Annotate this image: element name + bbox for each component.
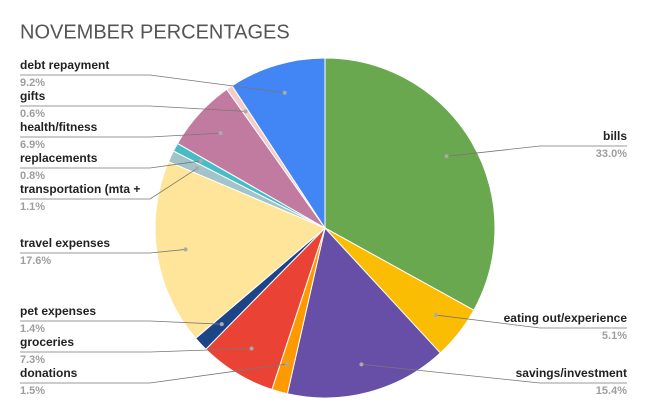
leader-line	[20, 160, 201, 169]
leader-dot	[243, 109, 248, 114]
slice-label: transportation (mta +	[20, 182, 140, 196]
slice-label: eating out/experience	[504, 311, 628, 325]
slice-label: gifts	[20, 89, 46, 103]
leader-dot	[195, 166, 200, 171]
leader-dot	[249, 346, 254, 351]
slice-value-label: 0.8%	[20, 170, 45, 182]
leader-line	[20, 348, 252, 353]
leader-line	[361, 363, 627, 384]
leader-line	[20, 132, 221, 138]
slice-label: bills	[603, 129, 627, 143]
pie-slice	[154, 160, 326, 339]
leader-dot	[285, 361, 290, 366]
slice-value-label: 1.1%	[20, 201, 45, 213]
pie-slice	[286, 226, 441, 399]
pie-slice	[231, 57, 326, 230]
leader-dot	[444, 154, 449, 159]
slice-value-label: 0.6%	[20, 108, 45, 120]
leader-line	[20, 320, 222, 325]
leader-dot	[219, 322, 224, 327]
slice-label: pet expenses	[20, 304, 96, 318]
slice-label: savings/investment	[516, 366, 627, 380]
leader-line	[20, 249, 186, 254]
slice-label: replacements	[20, 151, 98, 165]
slice-value-label: 33.0%	[596, 148, 627, 160]
slice-label: groceries	[20, 335, 74, 349]
leader-dot	[434, 313, 439, 318]
leader-line	[446, 145, 627, 157]
leader-line	[20, 105, 246, 112]
slice-label: debt repayment	[20, 58, 109, 72]
slice-value-label: 15.4%	[596, 385, 627, 397]
leader-line	[20, 168, 198, 200]
chart-title: NOVEMBER PERCENTAGES	[20, 21, 290, 43]
leader-line	[20, 363, 288, 384]
leader-dot	[198, 158, 203, 163]
pie-slice	[324, 57, 496, 311]
leader-line	[20, 74, 285, 94]
slice-value-label: 1.5%	[20, 385, 45, 397]
slice-value-label: 5.1%	[602, 330, 627, 342]
slice-value-label: 17.6%	[20, 255, 51, 267]
leader-dot	[282, 90, 287, 95]
slice-value-label: 7.3%	[20, 354, 45, 366]
leader-dot	[359, 362, 364, 367]
slice-label: travel expenses	[20, 236, 110, 250]
slice-label: donations	[20, 366, 78, 380]
slice-value-label: 6.9%	[20, 139, 45, 151]
slice-label: health/fitness	[20, 120, 98, 134]
slice-value-label: 9.2%	[20, 77, 45, 89]
slice-value-label: 1.4%	[20, 323, 45, 335]
leader-dot	[218, 131, 223, 136]
leader-line	[435, 314, 627, 329]
leader-dot	[183, 247, 188, 252]
